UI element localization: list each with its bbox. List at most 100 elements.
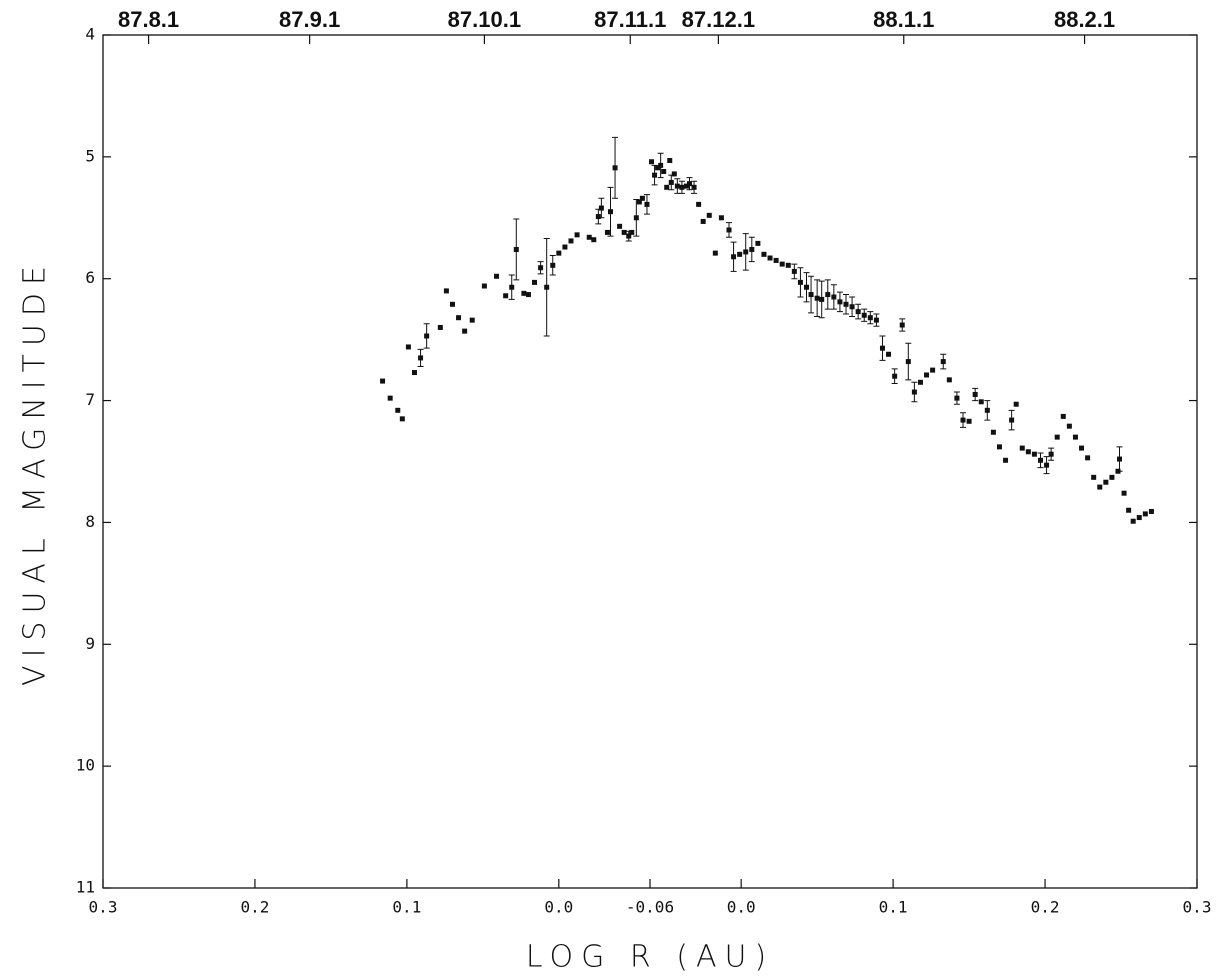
- data-point: [1054, 434, 1060, 440]
- data-point: [696, 201, 702, 207]
- data-point: [586, 234, 592, 240]
- data-point: [652, 172, 658, 178]
- data-point: [667, 158, 673, 164]
- data-point: [785, 262, 791, 268]
- data-point: [411, 370, 417, 376]
- data-point: [481, 283, 487, 289]
- y-tick-label: 10: [76, 756, 95, 775]
- data-point: [1097, 484, 1103, 490]
- data-point: [418, 355, 424, 361]
- data-point: [718, 215, 724, 221]
- x-axis-label: LOG R (AU): [526, 940, 774, 975]
- data-point: [568, 238, 574, 244]
- data-point: [1037, 457, 1043, 463]
- data-point: [940, 359, 946, 365]
- data-point: [1136, 515, 1142, 521]
- data-point: [1142, 511, 1148, 517]
- data-point: [892, 373, 898, 379]
- data-point: [886, 351, 892, 357]
- data-point: [978, 399, 984, 405]
- data-point: [749, 246, 755, 252]
- data-point: [683, 183, 689, 189]
- data-point: [731, 254, 737, 260]
- data-point: [797, 279, 803, 285]
- data-point: [700, 218, 706, 224]
- x-tick-label: 0.0: [544, 898, 573, 917]
- data-point: [621, 229, 627, 235]
- data-point: [674, 183, 680, 189]
- data-point: [791, 268, 797, 274]
- data-point: [664, 184, 670, 190]
- x-tick-label: 0.1: [879, 898, 908, 917]
- data-point: [779, 261, 785, 267]
- data-point: [562, 244, 568, 250]
- data-point: [773, 257, 779, 263]
- data-point: [1072, 434, 1078, 440]
- data-point: [469, 317, 475, 323]
- data-point: [591, 237, 597, 243]
- y-tick-label: 8: [85, 512, 95, 531]
- data-point: [767, 255, 773, 261]
- data-point: [899, 322, 905, 328]
- x2-tick-label: 87.11.1: [594, 7, 666, 32]
- data-point: [525, 292, 531, 298]
- data-point: [873, 317, 879, 323]
- data-point: [687, 181, 693, 187]
- data-point: [808, 292, 814, 298]
- x2-tick-label: 87.8.1: [118, 7, 179, 32]
- data-point: [924, 372, 930, 378]
- data-point: [1048, 451, 1054, 457]
- data-point: [456, 315, 462, 321]
- data-point: [990, 429, 996, 435]
- data-point: [1085, 455, 1091, 461]
- data-point: [661, 168, 667, 174]
- data-point: [595, 214, 601, 220]
- data-point: [831, 294, 837, 300]
- data-point: [679, 184, 685, 190]
- data-point: [509, 284, 515, 290]
- y-tick-label: 5: [85, 146, 95, 165]
- x-tick-label: 0.3: [89, 898, 118, 917]
- x2-tick-label: 87.12.1: [682, 7, 755, 32]
- y-tick-label: 11: [76, 878, 95, 897]
- data-point: [598, 205, 604, 211]
- data-point: [607, 209, 613, 215]
- data-point: [861, 312, 867, 318]
- data-point: [617, 223, 623, 229]
- data-point: [380, 378, 386, 384]
- data-point: [538, 265, 544, 271]
- data-point: [1126, 507, 1132, 513]
- data-point: [966, 418, 972, 424]
- data-point: [513, 246, 519, 252]
- data-point: [1066, 423, 1072, 429]
- data-point: [1103, 479, 1109, 485]
- data-point: [1025, 449, 1031, 455]
- x2-tick-label: 88.2.1: [1054, 7, 1115, 32]
- data-point: [612, 165, 618, 171]
- data-point: [629, 229, 635, 235]
- data-point: [1130, 518, 1136, 524]
- data-point: [930, 367, 936, 373]
- data-point: [655, 165, 661, 171]
- x2-tick-label: 87.9.1: [279, 7, 340, 32]
- data-point: [743, 249, 749, 255]
- data-point: [532, 279, 538, 285]
- data-point: [556, 250, 562, 256]
- data-point: [649, 159, 655, 165]
- data-point: [1079, 445, 1085, 451]
- data-point: [849, 304, 855, 310]
- data-point: [405, 344, 411, 350]
- data-point: [1013, 401, 1019, 407]
- data-point: [1121, 490, 1127, 496]
- data-point: [917, 379, 923, 385]
- data-point: [706, 212, 712, 218]
- data-point: [946, 377, 952, 383]
- x-tick-label: -0.06: [626, 898, 674, 917]
- data-point: [521, 290, 527, 296]
- data-point: [879, 345, 885, 351]
- data-point: [843, 301, 849, 307]
- data-point: [726, 227, 732, 233]
- data-point: [1060, 413, 1066, 419]
- data-point: [658, 162, 664, 168]
